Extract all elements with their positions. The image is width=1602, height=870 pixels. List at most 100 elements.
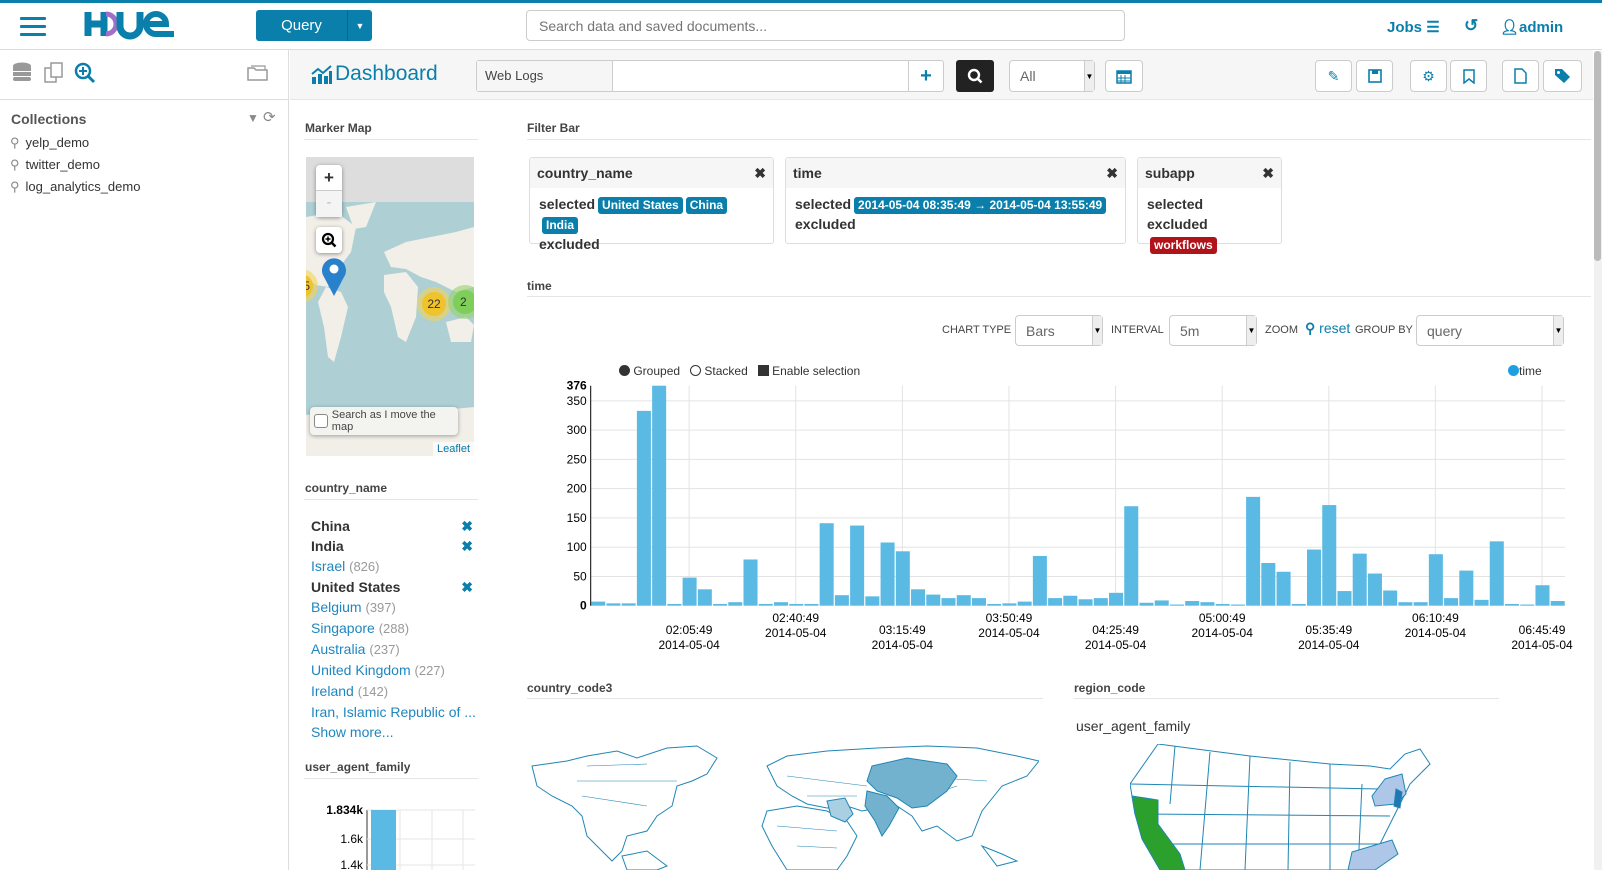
- chart-bar[interactable]: [987, 603, 1002, 606]
- chart-bar[interactable]: [1428, 554, 1443, 606]
- chart-bar[interactable]: [926, 594, 941, 606]
- enable-selection-option[interactable]: Enable selection: [757, 364, 860, 378]
- ua-bar[interactable]: [371, 810, 396, 870]
- chart-bar[interactable]: [1246, 496, 1261, 606]
- search-as-move-control[interactable]: Search as I move the map: [310, 407, 458, 435]
- chart-bar[interactable]: [1230, 604, 1245, 606]
- chart-bar[interactable]: [1078, 599, 1093, 606]
- chart-bar[interactable]: [956, 595, 971, 606]
- bookmark-button[interactable]: [1450, 60, 1487, 92]
- north-carolina-region[interactable]: [1347, 839, 1399, 870]
- collection-item[interactable]: ⚲ twitter_demo: [10, 157, 100, 173]
- chart-bar[interactable]: [1505, 603, 1520, 606]
- chart-bar[interactable]: [1017, 601, 1032, 606]
- chart-bar[interactable]: [1535, 585, 1550, 606]
- chart-bar[interactable]: [1520, 604, 1535, 606]
- chart-bar[interactable]: [1322, 505, 1337, 606]
- chart-bar[interactable]: [1291, 603, 1306, 606]
- facet-item[interactable]: Australia (237): [311, 639, 473, 660]
- chart-bar[interactable]: [1550, 601, 1565, 606]
- chart-bar[interactable]: [911, 589, 926, 606]
- facet-item[interactable]: Ireland (142): [311, 681, 473, 702]
- facet-item[interactable]: United States ✖: [311, 577, 473, 597]
- chart-bar[interactable]: [865, 596, 880, 606]
- chart-bar[interactable]: [804, 603, 819, 606]
- user-menu[interactable]: 👤︎admin: [1500, 18, 1563, 36]
- grouped-option[interactable]: Grouped: [619, 364, 680, 378]
- chart-bar[interactable]: [850, 525, 865, 606]
- refresh-icon[interactable]: ⟳: [263, 109, 276, 126]
- chart-bar[interactable]: [1383, 590, 1398, 606]
- settings-button[interactable]: ⚙: [1410, 60, 1447, 92]
- chart-bar[interactable]: [667, 603, 682, 606]
- filter-select[interactable]: All ▼: [1009, 60, 1095, 92]
- chart-bar[interactable]: [895, 551, 910, 606]
- facet-item[interactable]: India ✖: [311, 536, 473, 556]
- collection-item[interactable]: ⚲ yelp_demo: [10, 135, 89, 151]
- scrollbar-thumb[interactable]: [1594, 51, 1601, 261]
- chart-bar[interactable]: [1276, 571, 1291, 606]
- chart-bar[interactable]: [1032, 555, 1047, 606]
- china-region[interactable]: [866, 757, 958, 809]
- us-choropleth-map[interactable]: [1130, 744, 1440, 870]
- facet-item[interactable]: United Kingdom (227): [311, 660, 473, 681]
- facet-item[interactable]: China ✖: [311, 516, 473, 536]
- chart-legend-item[interactable]: time: [1508, 364, 1542, 378]
- chart-bar[interactable]: [1093, 598, 1108, 606]
- show-more-link[interactable]: Show more...: [311, 724, 394, 740]
- chart-bar[interactable]: [1063, 595, 1078, 606]
- stacked-option[interactable]: Stacked: [690, 364, 748, 378]
- chart-bar[interactable]: [971, 598, 986, 606]
- time-bar-chart[interactable]: 05010015020025030035037602:05:492014-05-…: [540, 375, 1585, 660]
- chart-bar[interactable]: [1444, 598, 1459, 606]
- facet-item[interactable]: Belgium (397): [311, 597, 473, 618]
- map-marker-icon[interactable]: [321, 257, 347, 297]
- remove-filter-icon[interactable]: ✖: [461, 579, 473, 595]
- chart-bar[interactable]: [1048, 598, 1063, 606]
- chart-bar[interactable]: [1352, 553, 1367, 606]
- facet-item[interactable]: Iran, Islamic Republic of ...: [311, 702, 476, 722]
- chart-bar[interactable]: [682, 577, 697, 606]
- chart-bar[interactable]: [1109, 592, 1124, 606]
- chart-bar[interactable]: [606, 603, 621, 606]
- chart-bar[interactable]: [743, 559, 758, 606]
- chart-bar[interactable]: [728, 602, 743, 606]
- filter-icon[interactable]: ▼: [247, 111, 259, 125]
- chart-bar[interactable]: [1367, 573, 1382, 606]
- page-scrollbar[interactable]: [1594, 51, 1602, 870]
- chart-bar[interactable]: [1124, 506, 1139, 606]
- chart-bar[interactable]: [1139, 602, 1154, 606]
- collection-item[interactable]: ⚲ log_analytics_demo: [10, 179, 140, 195]
- chart-bar[interactable]: [1307, 549, 1322, 606]
- chart-bar[interactable]: [697, 589, 712, 606]
- chart-bar[interactable]: [1261, 562, 1276, 606]
- search-as-move-checkbox[interactable]: [314, 414, 328, 428]
- open-folder-icon[interactable]: [246, 62, 270, 85]
- query-input[interactable]: [613, 61, 908, 91]
- chart-bar[interactable]: [591, 601, 606, 606]
- chart-bar[interactable]: [1200, 602, 1215, 606]
- remove-filter-icon[interactable]: ✖: [461, 518, 473, 534]
- save-button[interactable]: [1356, 60, 1393, 92]
- chart-bar[interactable]: [1489, 541, 1504, 606]
- remove-filter-icon[interactable]: ✖: [461, 538, 473, 554]
- chart-bar[interactable]: [819, 523, 834, 606]
- zoom-out-button[interactable]: -: [316, 191, 342, 217]
- facet-item[interactable]: Singapore (288): [311, 618, 473, 639]
- leaflet-attribution-link[interactable]: Leaflet: [432, 442, 474, 456]
- world-choropleth-map[interactable]: [527, 736, 1039, 870]
- california-region[interactable]: [1131, 795, 1186, 870]
- group-by-select[interactable]: query ▼: [1416, 315, 1564, 346]
- collection-label[interactable]: Web Logs: [477, 61, 613, 91]
- reset-zoom-link[interactable]: ⚲ reset: [1305, 320, 1350, 337]
- add-query-plus-icon[interactable]: +: [908, 61, 943, 91]
- chart-bar[interactable]: [1154, 600, 1169, 606]
- selected-filter-badge[interactable]: United States: [598, 197, 683, 214]
- zoom-in-button[interactable]: +: [316, 165, 342, 191]
- database-icon[interactable]: [12, 62, 32, 90]
- map-cluster[interactable]: 2: [448, 285, 474, 319]
- chart-bar[interactable]: [834, 595, 849, 606]
- hue-logo[interactable]: [84, 6, 180, 51]
- remove-filter-icon[interactable]: ✖: [1262, 164, 1274, 181]
- search-collections-icon[interactable]: [74, 62, 96, 87]
